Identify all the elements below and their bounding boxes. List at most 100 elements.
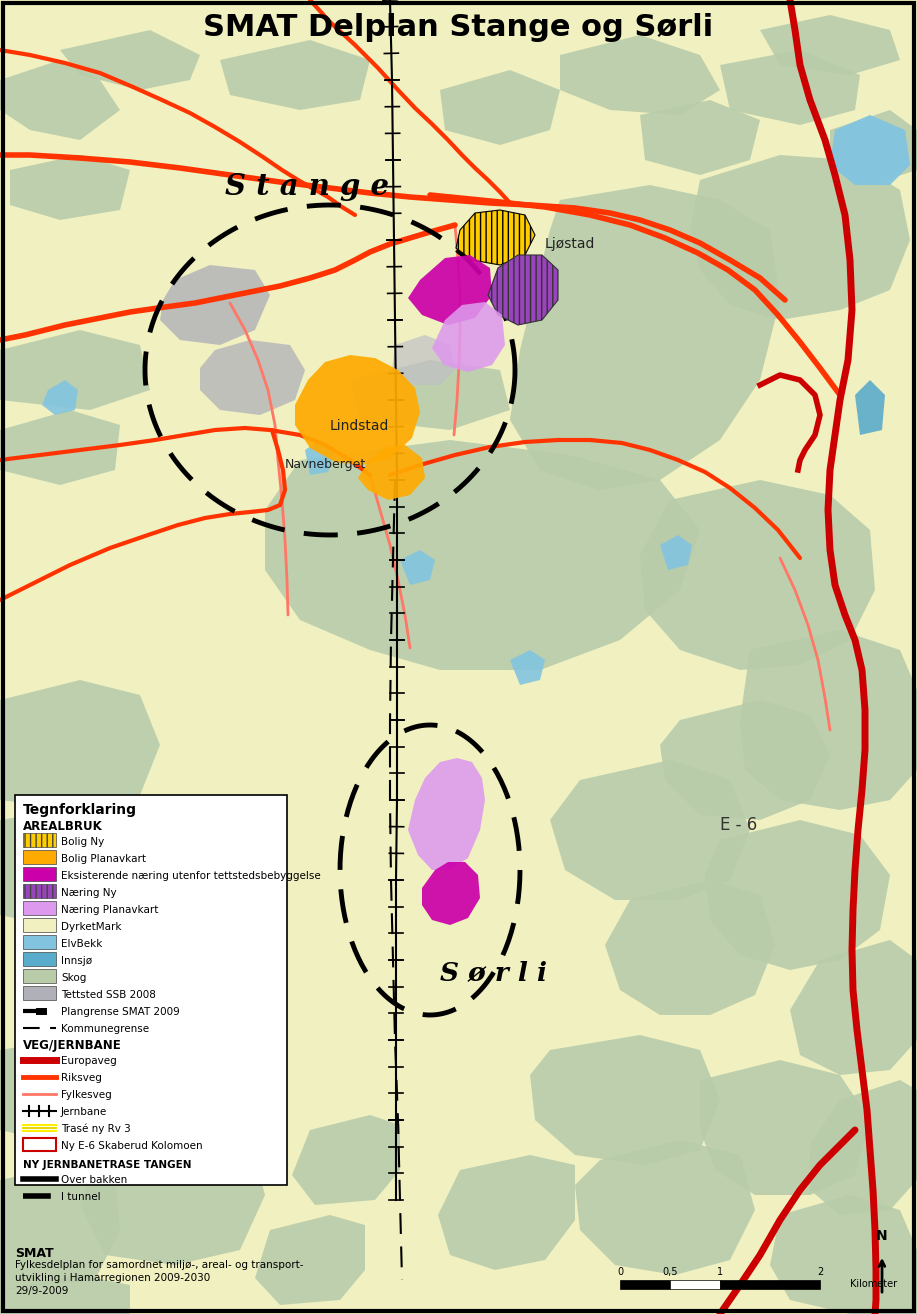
Polygon shape: [560, 35, 720, 116]
Text: 0,5: 0,5: [662, 1267, 678, 1277]
Bar: [23, 918, 56, 932]
Text: Ny E-6 Skaberud Kolomoen: Ny E-6 Skaberud Kolomoen: [61, 1141, 203, 1151]
Polygon shape: [830, 110, 917, 185]
Polygon shape: [440, 70, 560, 145]
Polygon shape: [640, 480, 875, 670]
Text: Tegnforklaring: Tegnforklaring: [23, 803, 137, 817]
Bar: [23, 968, 56, 983]
Polygon shape: [690, 155, 910, 321]
Text: Fylkesveg: Fylkesveg: [61, 1091, 112, 1100]
Text: N: N: [876, 1229, 888, 1243]
Polygon shape: [220, 39, 370, 110]
Bar: [23, 953, 56, 966]
Polygon shape: [760, 14, 900, 75]
Polygon shape: [265, 440, 700, 670]
Bar: [23, 833, 56, 848]
Bar: [620, 1280, 670, 1289]
Polygon shape: [0, 1166, 120, 1290]
Text: Europaveg: Europaveg: [61, 1056, 116, 1066]
Polygon shape: [550, 759, 750, 900]
Text: Fylkesdelplan for samordnet miljø-, areal- og transport-: Fylkesdelplan for samordnet miljø-, area…: [15, 1260, 304, 1271]
Text: Plangrense SMAT 2009: Plangrense SMAT 2009: [61, 1007, 180, 1017]
Bar: [23, 850, 56, 865]
Polygon shape: [408, 255, 492, 325]
Polygon shape: [810, 1080, 917, 1215]
Text: Bolig Ny: Bolig Ny: [61, 837, 105, 848]
Polygon shape: [305, 440, 335, 474]
Polygon shape: [438, 1155, 575, 1271]
Polygon shape: [640, 100, 760, 175]
Polygon shape: [510, 650, 545, 685]
Polygon shape: [392, 335, 455, 385]
Polygon shape: [705, 820, 890, 970]
Polygon shape: [292, 1116, 400, 1205]
Text: Kilometer: Kilometer: [850, 1279, 897, 1289]
Polygon shape: [720, 50, 860, 125]
Text: Bolig Planavkart: Bolig Planavkart: [61, 854, 146, 865]
Polygon shape: [660, 535, 692, 570]
Text: SMAT Delplan Stange og Sørli: SMAT Delplan Stange og Sørli: [203, 13, 713, 42]
Text: Trasé ny Rv 3: Trasé ny Rv 3: [61, 1123, 131, 1134]
Polygon shape: [0, 1275, 130, 1314]
Text: Næring Planavkart: Næring Planavkart: [61, 905, 159, 915]
Polygon shape: [855, 380, 885, 435]
Text: S ø r l i: S ø r l i: [440, 961, 547, 986]
Polygon shape: [770, 1194, 917, 1314]
Text: utvikling i Hamarregionen 2009-2030: utvikling i Hamarregionen 2009-2030: [15, 1273, 210, 1282]
Polygon shape: [510, 185, 780, 490]
Polygon shape: [0, 410, 120, 485]
Text: Eksisterende næring utenfor tettstedsbebyggelse: Eksisterende næring utenfor tettstedsbeb…: [61, 871, 321, 880]
Bar: [23, 986, 56, 1000]
Text: Næring Ny: Næring Ny: [61, 888, 116, 897]
Polygon shape: [530, 1035, 720, 1166]
Polygon shape: [660, 700, 830, 820]
Polygon shape: [10, 155, 130, 219]
Polygon shape: [255, 1215, 365, 1305]
Polygon shape: [295, 355, 420, 465]
Polygon shape: [456, 210, 535, 265]
Polygon shape: [790, 940, 917, 1075]
Polygon shape: [400, 551, 435, 585]
Text: Kommunegrense: Kommunegrense: [61, 1024, 149, 1034]
Text: I tunnel: I tunnel: [61, 1192, 101, 1202]
Text: S t a n g e: S t a n g e: [225, 172, 389, 201]
Text: NY JERNBANETRASE TANGEN: NY JERNBANETRASE TANGEN: [23, 1160, 192, 1169]
Polygon shape: [432, 302, 505, 372]
Bar: [23, 936, 56, 949]
Bar: [23, 867, 56, 880]
Polygon shape: [80, 1130, 265, 1265]
Text: ElvBekk: ElvBekk: [61, 940, 103, 949]
Bar: [670, 1280, 720, 1289]
Text: Skog: Skog: [61, 972, 86, 983]
Polygon shape: [55, 911, 240, 1035]
Text: Jernbane: Jernbane: [61, 1106, 107, 1117]
Text: Lindstad: Lindstad: [330, 419, 390, 434]
Polygon shape: [740, 629, 917, 809]
Text: Ljøstad: Ljøstad: [545, 237, 595, 251]
Polygon shape: [830, 116, 910, 185]
Polygon shape: [160, 265, 270, 346]
Polygon shape: [42, 380, 78, 415]
Text: Navneberget: Navneberget: [285, 459, 366, 470]
Polygon shape: [488, 255, 558, 325]
Text: AREALBRUK: AREALBRUK: [23, 820, 103, 833]
Bar: [23, 884, 56, 897]
Text: Innsjø: Innsjø: [61, 957, 92, 966]
Polygon shape: [0, 1035, 160, 1144]
Polygon shape: [350, 360, 510, 430]
Text: Over bakken: Over bakken: [61, 1175, 127, 1185]
Text: 0: 0: [617, 1267, 623, 1277]
Text: Riksveg: Riksveg: [61, 1074, 102, 1083]
Polygon shape: [60, 30, 200, 89]
Text: SMAT: SMAT: [15, 1247, 53, 1260]
Polygon shape: [605, 880, 775, 1014]
Text: Tettsted SSB 2008: Tettsted SSB 2008: [61, 989, 156, 1000]
Polygon shape: [0, 330, 150, 410]
Bar: [23, 1138, 56, 1151]
Polygon shape: [408, 758, 485, 870]
Polygon shape: [422, 862, 480, 925]
Polygon shape: [200, 340, 305, 415]
Text: 2: 2: [817, 1267, 823, 1277]
Bar: [720, 1280, 820, 1289]
Polygon shape: [0, 681, 160, 809]
